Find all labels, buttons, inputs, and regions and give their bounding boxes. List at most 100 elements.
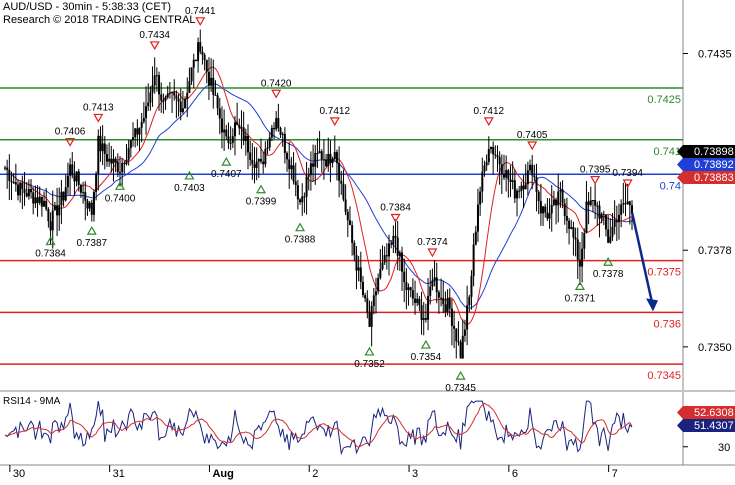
price-bar	[555, 197, 558, 225]
price-bar-body	[56, 205, 59, 216]
price-bar	[379, 249, 382, 280]
price-bar	[184, 96, 187, 109]
price-bar	[342, 169, 345, 202]
price-bar-body	[75, 171, 78, 182]
price-bar	[34, 185, 37, 208]
forecast-arrow	[630, 211, 658, 312]
price-bar-body	[450, 308, 453, 326]
price-bar	[589, 186, 592, 207]
price-bar	[483, 160, 486, 177]
price-bar-body	[466, 305, 469, 330]
price-bar	[403, 258, 406, 303]
price-bar-body	[548, 213, 551, 219]
price-bar-body	[40, 196, 43, 207]
price-bar-body	[305, 176, 308, 197]
price-bar	[257, 158, 260, 178]
price-bar-body	[194, 59, 197, 61]
price-bar-body	[253, 164, 256, 168]
price-bar	[151, 66, 154, 107]
price-bar-body	[390, 243, 393, 245]
price-bar-body	[550, 204, 553, 214]
price-bar-body	[446, 298, 449, 312]
price-bar	[229, 126, 232, 151]
price-bar	[64, 174, 67, 202]
price-bar-body	[27, 188, 30, 197]
price-bar	[320, 149, 323, 173]
price-bar	[275, 111, 278, 132]
price-bar	[45, 188, 48, 212]
price-bar-body	[30, 188, 33, 193]
price-bar	[596, 201, 599, 226]
price-bar-body	[14, 182, 17, 185]
price-bar-body	[594, 200, 597, 206]
price-bar	[201, 46, 204, 65]
price-bar-body	[544, 206, 547, 213]
price-bar-body	[38, 196, 41, 204]
price-bar	[116, 153, 119, 177]
price-bar-body	[546, 212, 549, 219]
price-bar	[166, 85, 169, 100]
price-bar-body	[47, 209, 50, 222]
price-bar	[348, 206, 351, 226]
chart-title: AUD/USD - 30min - 5:38:33 (CET)	[3, 1, 172, 13]
price-bar	[203, 52, 206, 71]
price-bar-body	[188, 81, 191, 93]
price-bar-body	[314, 153, 317, 167]
price-bar-body	[318, 151, 321, 154]
price-bar	[268, 132, 271, 151]
price-bar-body	[168, 92, 171, 94]
swing-high-marker-2	[149, 41, 160, 51]
swing-low-marker-2	[114, 181, 126, 190]
price-bar-body	[155, 75, 158, 77]
price-bar-body	[455, 328, 458, 342]
price-bar-body	[368, 312, 371, 327]
price-bar	[613, 200, 616, 235]
price-bar	[487, 136, 490, 166]
price-bar-body	[570, 227, 573, 229]
price-bar-body	[440, 297, 443, 299]
price-bar-body	[552, 199, 555, 205]
price-bar-body	[66, 175, 69, 188]
price-bar	[598, 200, 601, 238]
price-bar-body	[58, 205, 61, 216]
chart-source: Research © 2018 TRADING CENTRAL	[3, 14, 196, 26]
rsi-badge-label-0: 52.6308	[694, 407, 734, 419]
price-bar	[110, 145, 113, 173]
price-bar	[409, 286, 412, 298]
price-bar	[305, 162, 308, 215]
price-bar	[17, 179, 20, 201]
price-badge-pointer-0	[677, 145, 683, 158]
price-bar-body	[385, 255, 388, 257]
price-bar-body	[568, 220, 571, 229]
price-bar	[158, 71, 161, 111]
price-bar-body	[600, 213, 603, 219]
swing-high-marker-5	[329, 117, 340, 127]
price-bar-body	[403, 271, 406, 283]
swing-high-marker-11	[622, 179, 633, 189]
price-bar-body	[489, 146, 492, 150]
price-badge-2	[683, 171, 735, 184]
price-bar-body	[262, 161, 265, 165]
price-bar	[322, 139, 325, 180]
price-bar-body	[351, 225, 354, 243]
price-bar-body	[331, 158, 334, 164]
price-bar	[301, 183, 304, 216]
price-bar	[394, 219, 397, 254]
price-bar	[511, 161, 514, 190]
price-bar	[192, 53, 195, 89]
price-bar	[316, 138, 319, 168]
price-bar-body	[303, 196, 306, 198]
price-bar	[340, 170, 343, 195]
price-bar-body	[409, 287, 412, 291]
forecast-arrow-head	[646, 298, 658, 312]
time-axis: 30 31 Aug 2 3 6 7	[9, 465, 618, 480]
price-bar-body	[353, 242, 356, 256]
swing-high-label-1: 0.7413	[83, 102, 114, 113]
rsi-badge-pointer-0	[677, 406, 683, 419]
price-bar	[418, 295, 421, 312]
price-bar-body	[279, 128, 282, 135]
price-bar-body	[82, 192, 85, 194]
price-bar	[75, 171, 78, 187]
price-bar-body	[12, 182, 15, 184]
